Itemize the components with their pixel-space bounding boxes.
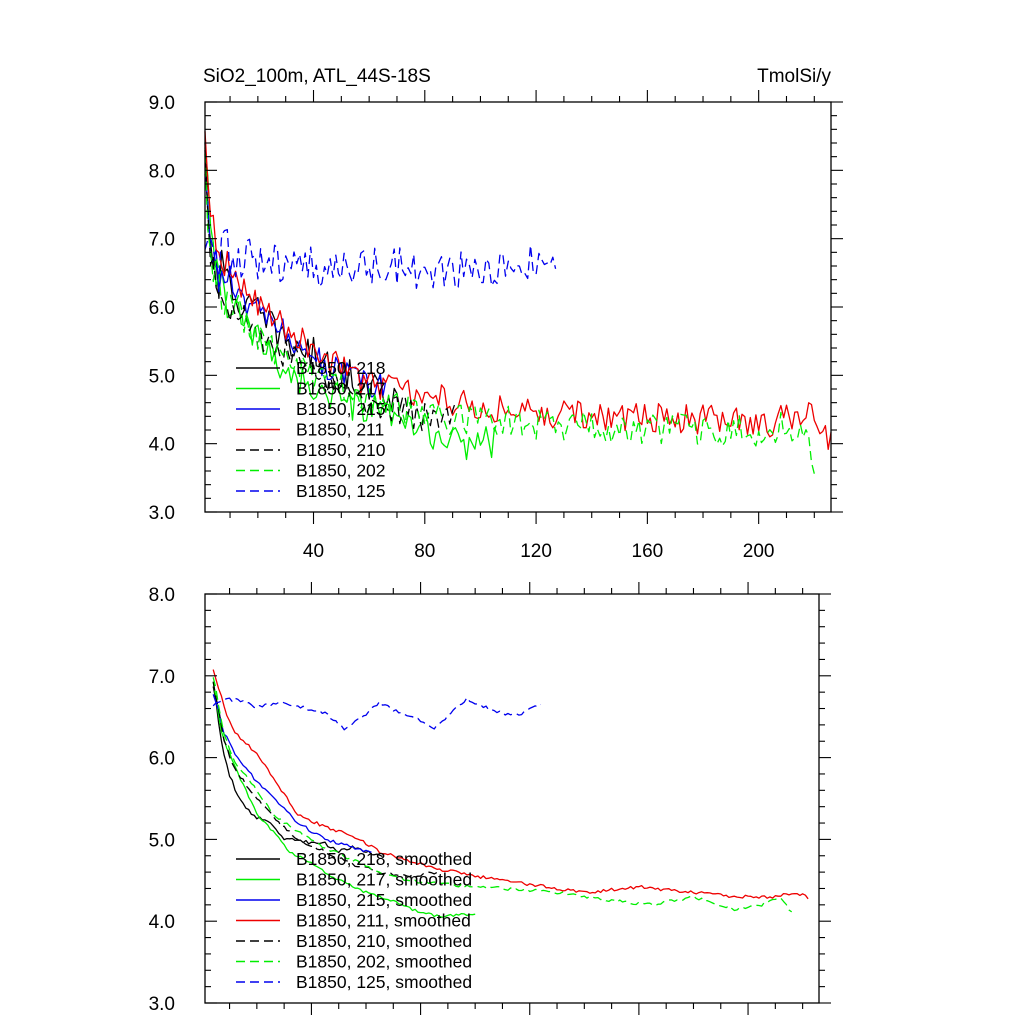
legend-label: B1850, 202 — [296, 461, 386, 481]
legend-label: B1850, 218, smoothed — [296, 849, 472, 869]
legend-label: B1850, 218 — [296, 358, 386, 378]
y-tick-label: 3.0 — [149, 503, 175, 524]
chart-title-right: TmolSi/y — [757, 66, 831, 87]
top-axis-ticks — [205, 90, 843, 524]
legend-label: B1850, 210, smoothed — [296, 931, 472, 951]
x-tick-label: 80 — [414, 541, 435, 562]
legend-label: B1850, 217, smoothed — [296, 870, 472, 890]
series-line-5 — [204, 153, 815, 474]
legend-label: B1850, 202, smoothed — [296, 952, 472, 972]
chart-title-left: SiO2_100m, ATL_44S-18S — [203, 66, 431, 87]
x-tick-label: 120 — [520, 541, 552, 562]
y-tick-label: 9.0 — [149, 93, 175, 114]
x-tick-label: 160 — [632, 541, 664, 562]
legend-label: B1850, 211 — [296, 420, 384, 440]
bottom-series-group — [212, 669, 809, 918]
series-line-4 — [204, 150, 457, 432]
legend-label: B1850, 125 — [296, 481, 386, 501]
legend-label: B1850, 211, smoothed — [296, 911, 471, 931]
series-line-3 — [212, 669, 809, 900]
y-tick-label: 7.0 — [149, 230, 175, 251]
legend-label: B1850, 125, smoothed — [296, 972, 472, 992]
top-series-group — [204, 131, 832, 474]
legend-label: B1850, 215 — [296, 399, 386, 419]
series-line-2 — [204, 174, 387, 398]
y-tick-label: 5.0 — [149, 366, 175, 387]
series-line-4 — [212, 681, 440, 878]
bottom-plot-frame — [204, 593, 820, 1004]
series-line-6 — [204, 228, 557, 289]
series-line-5 — [212, 677, 793, 913]
y-tick-label: 3.0 — [149, 994, 175, 1015]
series-line-6 — [212, 696, 542, 731]
bottom-axis-ticks — [205, 582, 831, 1015]
y-tick-label: 4.0 — [149, 435, 175, 456]
bottom-y-tick-labels: 3.0 4.0 5.0 6.0 7.0 8.0 — [149, 585, 175, 1015]
y-tick-label: 5.0 — [149, 830, 175, 851]
y-tick-label: 6.0 — [149, 749, 175, 770]
y-tick-label: 8.0 — [149, 161, 175, 182]
y-tick-label: 8.0 — [149, 585, 175, 606]
top-y-tick-labels: 3.0 4.0 5.0 6.0 7.0 8.0 9.0 — [149, 93, 175, 524]
top-x-tick-labels: 40 80 120 160 200 — [303, 541, 775, 562]
y-tick-label: 4.0 — [149, 912, 175, 933]
legend-label: B1850, 210 — [296, 440, 386, 460]
series-line-2 — [212, 694, 372, 853]
legend-label: B1850, 217 — [296, 379, 386, 399]
y-tick-label: 6.0 — [149, 298, 175, 319]
series-line-1 — [212, 682, 476, 918]
y-tick-label: 7.0 — [149, 667, 175, 688]
legend-label: B1850, 215, smoothed — [296, 890, 472, 910]
series-line-3 — [204, 131, 832, 451]
x-tick-label: 200 — [743, 541, 775, 562]
x-tick-label: 40 — [303, 541, 324, 562]
